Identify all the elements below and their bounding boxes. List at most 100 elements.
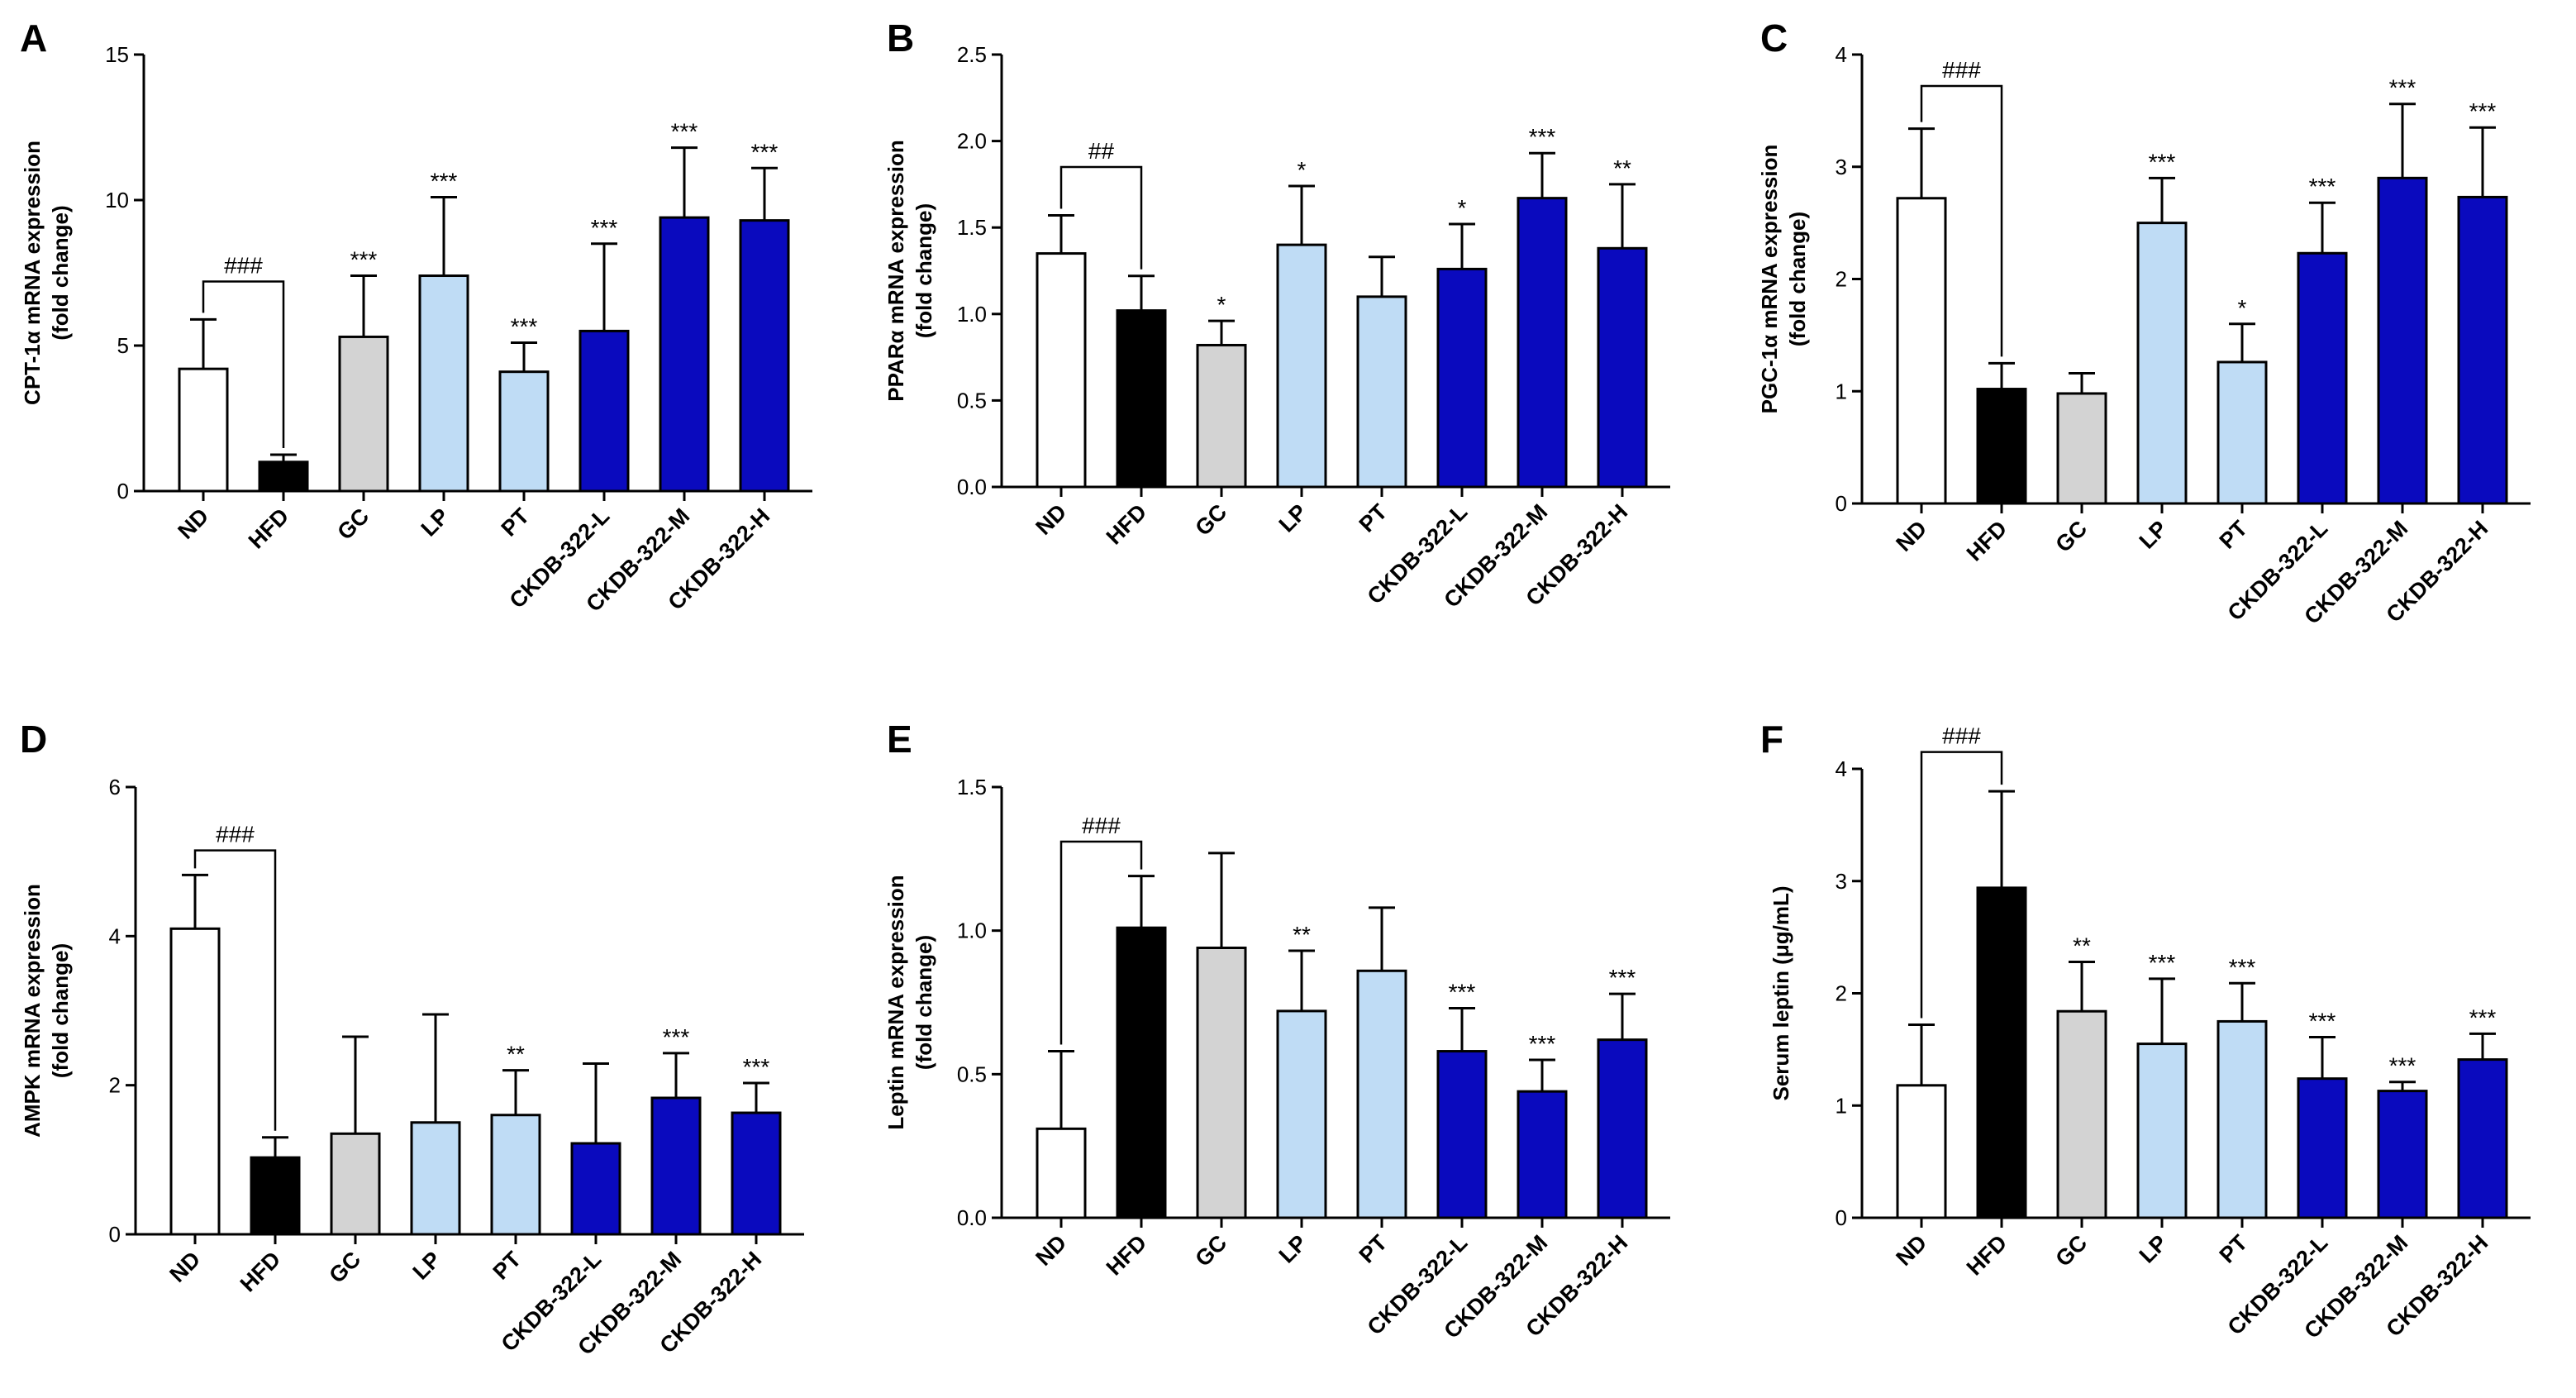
bar-gc [1196,343,1247,489]
comparison-bracket [1059,165,1143,270]
bar-ckdb-322-h [731,1111,782,1236]
y-tick-label: 0.5 [957,388,987,413]
significance-mark: *** [2309,174,2336,199]
y-tick-label: 4 [1836,756,1847,781]
y-tick-label: 5 [117,333,129,358]
bar-lp [2136,222,2188,505]
y-tick-label: 1 [1836,1093,1847,1118]
category-label: GC [1190,499,1231,541]
significance-mark: ** [1613,155,1631,181]
bracket-label: ### [1082,813,1121,838]
bar-gc [2056,1009,2107,1219]
y-tick-label: 4 [1836,42,1847,67]
panel-letter: F [1760,718,1783,761]
y-tick-label: 2 [109,1073,121,1098]
comparison-bracket [1059,840,1143,1045]
bar-nd [1896,1084,1947,1219]
bar-ckdb-322-h [1597,246,1648,489]
bar-gc [330,1132,381,1236]
y-tick-label: 2 [1836,981,1847,1006]
bar-ckdb-322-m [1517,1090,1568,1219]
significance-mark: *** [1529,124,1556,150]
y-axis-label-line2: (fold change) [48,205,73,340]
significance-mark: *** [2149,950,2176,976]
y-axis-label-line1: PGC-1α mRNA expression [1757,145,1782,414]
significance-mark: *** [671,119,698,145]
bar-ckdb-322-h [2457,195,2508,505]
bar-pt [498,370,550,493]
significance-mark: * [1298,157,1307,183]
category-label: PT [1355,1230,1393,1268]
y-axis-label-line1: Serum leptin (μg/mL) [1769,885,1793,1100]
bar-ckdb-322-m [2377,176,2428,505]
bar-ckdb-322-m [1517,197,1568,489]
bar-gc [2056,392,2107,505]
category-label: LP [1274,1230,1312,1268]
y-tick-label: 2.5 [957,42,987,67]
y-tick-label: 3 [1836,869,1847,894]
bracket-label: ### [1942,723,1981,749]
significance-mark: * [1217,292,1226,317]
bar-ckdb-322-l [1436,267,1488,489]
significance-mark: *** [431,168,458,193]
bar-ckdb-322-m [2377,1090,2428,1219]
category-label: GC [324,1247,365,1288]
bar-ckdb-322-l [2297,1077,2348,1219]
significance-mark: *** [511,313,538,339]
bracket-label: ### [1942,57,1981,83]
bar-nd [1036,1127,1087,1219]
y-tick-label: 0.0 [957,1205,987,1230]
significance-mark: *** [751,139,779,165]
comparison-bracket [1920,751,2003,1019]
category-label: GC [2050,1230,2092,1272]
bar-gc [338,335,389,493]
comparison-bracket [193,849,277,1131]
category-label: HFD [244,503,293,553]
bar-ckdb-322-l [570,1142,621,1236]
category-label: LP [417,503,455,542]
significance-mark: * [1458,195,1467,221]
bar-pt [2217,360,2268,505]
bar-ckdb-322-h [2457,1058,2508,1219]
category-label: GC [2050,516,2092,557]
bar-lp [1276,1009,1327,1219]
category-label: HFD [1102,499,1151,549]
panel-letter: D [20,718,47,761]
category-label: PT [497,503,535,542]
y-tick-label: 1.0 [957,302,987,327]
y-tick-label: 0 [1836,1205,1847,1230]
category-label: LP [1274,499,1312,537]
category-label: ND [1031,499,1071,540]
y-tick-label: 6 [109,775,121,799]
y-axis-label-line1: PPARα mRNA expression [883,140,908,402]
category-label: LP [2135,516,2173,554]
bar-ckdb-322-l [579,329,630,493]
y-tick-label: 4 [109,923,121,948]
bar-nd [1896,197,1947,505]
bracket-label: ## [1088,138,1115,164]
y-axis-label: Serum leptin (μg/mL) [1769,885,1793,1100]
y-tick-label: 1.5 [957,775,987,799]
significance-mark: *** [2469,98,2497,124]
category-label: PT [1355,499,1393,537]
category-label: PT [2215,516,2253,554]
panel-A: A CPT-1α mRNA expression (fold change) 0 5 10… [20,17,812,617]
bar-ckdb-322-h [1597,1038,1648,1219]
y-tick-label: 0 [109,1222,121,1247]
significance-mark: *** [1449,979,1476,1004]
category-label: HFD [1102,1230,1151,1280]
significance-mark: * [2238,295,2247,321]
category-label: ND [173,503,213,544]
bar-hfd [1116,309,1167,489]
y-axis-label: PPARα mRNA expression (fold change) [883,140,936,402]
y-axis-label: CPT-1α mRNA expression (fold change) [20,141,73,405]
bar-lp [1276,243,1327,489]
panel-E: E Leptin mRNA expression (fold change) 0.0 0… [883,718,1670,1343]
significance-mark: *** [591,215,618,241]
panel-B: B PPARα mRNA expression (fold change) 0.0 0.… [883,17,1670,613]
y-tick-label: 0.0 [957,475,987,499]
bar-gc [1196,947,1247,1219]
significance-mark: *** [2469,1004,2497,1030]
y-axis-label: AMPK mRNA expression (fold change) [20,884,73,1138]
significance-mark: *** [2389,75,2416,101]
